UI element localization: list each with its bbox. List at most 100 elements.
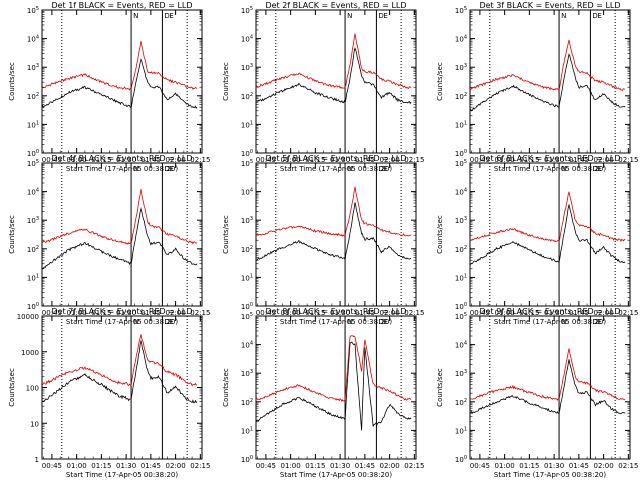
x-tick-label: 01:00 bbox=[67, 156, 87, 164]
marker-label: E bbox=[383, 318, 387, 326]
x-tick-label: 02:15 bbox=[190, 462, 210, 470]
plot-frame bbox=[469, 315, 631, 460]
y-tick-label: 101 bbox=[455, 120, 467, 129]
y-tick-exponent: 2 bbox=[36, 92, 39, 98]
series-events-line bbox=[255, 47, 412, 105]
y-tick-exponent: 5 bbox=[464, 6, 467, 12]
y-tick-label: 105 bbox=[27, 159, 39, 168]
y-tick-exponent: 2 bbox=[464, 92, 467, 98]
y-tick-label: 1000 bbox=[21, 349, 39, 357]
x-tick-label: 01:15 bbox=[305, 156, 325, 164]
x-axis-label: Start Time (17-Apr-05 00:38:20) bbox=[494, 165, 606, 173]
y-tick-label: 103 bbox=[241, 369, 253, 378]
y-axis-label: Counts/sec bbox=[436, 215, 444, 254]
y-tick-exponent: 5 bbox=[250, 159, 253, 165]
y-axis-label: Counts/sec bbox=[8, 215, 16, 254]
marker-label: D bbox=[164, 318, 169, 326]
series-lld-line bbox=[469, 348, 626, 401]
x-axis-label: Start Time (17-Apr-05 00:38:20) bbox=[280, 471, 392, 479]
y-tick-label: 1 bbox=[35, 456, 39, 464]
x-tick-label: 00:45 bbox=[470, 462, 490, 470]
plot-frame bbox=[41, 162, 203, 307]
y-tick-label: 102 bbox=[27, 92, 39, 101]
panel-det-4: Det 4f BLACK = Events, RED = LLD Counts/s… bbox=[8, 154, 210, 326]
x-tick-label: 01:15 bbox=[519, 462, 539, 470]
marker-label: D bbox=[592, 318, 597, 326]
x-tick-label: 02:00 bbox=[166, 462, 186, 470]
marker-label: D bbox=[378, 165, 383, 173]
panel-title: Det 3f BLACK = Events, RED = LLD bbox=[479, 1, 620, 10]
plot-frame bbox=[255, 315, 417, 460]
y-axis-label: Counts/sec bbox=[8, 368, 16, 407]
x-tick-label: 00:45 bbox=[256, 309, 276, 317]
y-tick-exponent: 4 bbox=[36, 35, 39, 41]
y-tick-exponent: 0 bbox=[464, 455, 467, 461]
series-lld-line bbox=[255, 33, 412, 89]
marker-label: D bbox=[164, 12, 169, 20]
y-tick-exponent: 5 bbox=[36, 6, 39, 12]
marker-label: E bbox=[597, 165, 601, 173]
y-tick-exponent: 1 bbox=[250, 426, 253, 432]
y-axis-label: Counts/sec bbox=[222, 368, 230, 407]
x-tick-label: 02:15 bbox=[404, 156, 424, 164]
y-tick-label: 101 bbox=[455, 426, 467, 435]
marker-label: N bbox=[133, 165, 138, 173]
series-events-line bbox=[255, 202, 412, 262]
y-tick-label: 103 bbox=[455, 369, 467, 378]
y-tick-label: 102 bbox=[455, 245, 467, 254]
plot-frame bbox=[255, 9, 417, 154]
y-tick-exponent: 2 bbox=[464, 245, 467, 251]
y-tick-exponent: 5 bbox=[464, 159, 467, 165]
x-tick-label: 02:00 bbox=[380, 309, 400, 317]
x-axis-label: Start Time (17-Apr-05 00:38:20) bbox=[66, 471, 178, 479]
panel-title: Det 2f BLACK = Events, RED = LLD bbox=[265, 1, 406, 10]
x-tick-label: 02:00 bbox=[380, 156, 400, 164]
y-tick-exponent: 3 bbox=[464, 369, 467, 375]
x-tick-label: 02:00 bbox=[594, 462, 614, 470]
y-tick-exponent: 5 bbox=[250, 312, 253, 318]
x-tick-label: 01:15 bbox=[519, 309, 539, 317]
x-axis-label: Start Time (17-Apr-05 00:38:20) bbox=[66, 165, 178, 173]
y-tick-label: 102 bbox=[455, 398, 467, 407]
marker-label: N bbox=[133, 318, 138, 326]
y-tick-label: 100 bbox=[455, 149, 467, 158]
panel-title: Det 4f BLACK = Events, RED = LLD bbox=[51, 154, 192, 163]
panel-det-9: Det 9f BLACK = Events, RED = LLD Counts/s… bbox=[436, 307, 638, 479]
y-tick-label: 100 bbox=[26, 385, 39, 393]
x-tick-label: 01:30 bbox=[544, 309, 564, 317]
y-tick-exponent: 2 bbox=[250, 92, 253, 98]
y-tick-exponent: 3 bbox=[464, 63, 467, 69]
y-tick-exponent: 0 bbox=[250, 455, 253, 461]
series-lld-line bbox=[41, 40, 198, 91]
y-tick-exponent: 0 bbox=[250, 149, 253, 155]
y-tick-exponent: 4 bbox=[250, 35, 253, 41]
panel-det-6: Det 6f BLACK = Events, RED = LLD Counts/s… bbox=[436, 154, 638, 326]
x-tick-label: 01:45 bbox=[569, 156, 589, 164]
marker-label: N bbox=[347, 318, 352, 326]
marker-label: E bbox=[383, 12, 387, 20]
x-tick-label: 01:30 bbox=[330, 462, 350, 470]
y-tick-exponent: 4 bbox=[464, 188, 467, 194]
x-tick-label: 01:00 bbox=[495, 309, 515, 317]
y-tick-exponent: 3 bbox=[250, 216, 253, 222]
y-axis-label: Counts/sec bbox=[222, 215, 230, 254]
y-tick-label: 100 bbox=[455, 302, 467, 311]
x-tick-label: 01:00 bbox=[67, 462, 87, 470]
y-tick-label: 100 bbox=[241, 302, 253, 311]
y-tick-exponent: 0 bbox=[36, 149, 39, 155]
plot-frame bbox=[255, 162, 417, 307]
y-tick-exponent: 5 bbox=[250, 6, 253, 12]
series-events-line bbox=[469, 359, 626, 415]
y-tick-label: 105 bbox=[27, 6, 39, 15]
series-lld-line bbox=[255, 335, 412, 403]
x-tick-label: 01:15 bbox=[91, 309, 111, 317]
y-tick-label: 105 bbox=[455, 159, 467, 168]
y-tick-label: 100 bbox=[241, 455, 253, 464]
y-tick-exponent: 1 bbox=[36, 120, 39, 126]
marker-label: N bbox=[133, 12, 138, 20]
y-tick-exponent: 1 bbox=[250, 273, 253, 279]
x-tick-label: 01:30 bbox=[116, 156, 136, 164]
y-tick-label: 10000 bbox=[17, 313, 39, 321]
marker-label: E bbox=[597, 318, 601, 326]
